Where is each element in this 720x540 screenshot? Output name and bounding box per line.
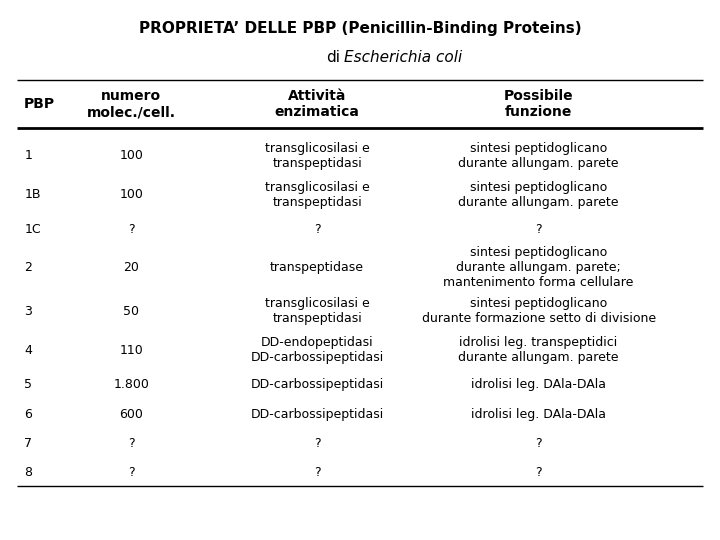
Text: 110: 110 [120,344,143,357]
Text: ?: ? [128,467,135,480]
Text: DD-carbossipeptidasi: DD-carbossipeptidasi [251,408,384,421]
Text: Possibile
funzione: Possibile funzione [504,89,573,119]
Text: Escherichia coli: Escherichia coli [344,50,462,65]
Text: 7: 7 [24,437,32,450]
Text: ?: ? [128,222,135,235]
Text: PBP: PBP [24,97,55,111]
Text: 1B: 1B [24,188,41,201]
Text: sintesi peptidoglicano
durante allungam. parete: sintesi peptidoglicano durante allungam.… [459,181,619,209]
Text: 600: 600 [120,408,143,421]
Text: Attività
enzimatica: Attività enzimatica [275,89,359,119]
Text: ?: ? [535,222,542,235]
Text: 3: 3 [24,305,32,318]
Text: 50: 50 [123,305,140,318]
Text: sintesi peptidoglicano
durante allungam. parete;
mantenimento forma cellulare: sintesi peptidoglicano durante allungam.… [444,246,634,289]
Text: DD-endopeptidasi
DD-carbossipeptidasi: DD-endopeptidasi DD-carbossipeptidasi [251,336,384,365]
Text: 6: 6 [24,408,32,421]
Text: 20: 20 [123,261,139,274]
Text: 1: 1 [24,150,32,163]
Text: di: di [325,50,340,65]
Text: 5: 5 [24,378,32,391]
Text: 100: 100 [120,150,143,163]
Text: ?: ? [128,437,135,450]
Text: sintesi peptidoglicano
durante formazione setto di divisione: sintesi peptidoglicano durante formazion… [421,298,656,326]
Text: 2: 2 [24,261,32,274]
Text: PROPRIETA’ DELLE PBP (Penicillin-Binding Proteins): PROPRIETA’ DELLE PBP (Penicillin-Binding… [139,22,581,37]
Text: 1.800: 1.800 [114,378,149,391]
Text: ?: ? [535,437,542,450]
Text: transglicosilasi e
transpeptidasi: transglicosilasi e transpeptidasi [265,298,369,326]
Text: sintesi peptidoglicano
durante allungam. parete: sintesi peptidoglicano durante allungam.… [459,142,619,170]
Text: ?: ? [535,467,542,480]
Text: transglicosilasi e
transpeptidasi: transglicosilasi e transpeptidasi [265,142,369,170]
Text: 8: 8 [24,467,32,480]
Text: DD-carbossipeptidasi: DD-carbossipeptidasi [251,378,384,391]
Text: numero
molec./cell.: numero molec./cell. [87,89,176,119]
Text: transpeptidase: transpeptidase [270,261,364,274]
Text: 1C: 1C [24,222,41,235]
Text: idrolisi leg. DAla-DAla: idrolisi leg. DAla-DAla [471,408,606,421]
Text: 4: 4 [24,344,32,357]
Text: idrolisi leg. DAla-DAla: idrolisi leg. DAla-DAla [471,378,606,391]
Text: 100: 100 [120,188,143,201]
Text: ?: ? [314,467,320,480]
Text: transglicosilasi e
transpeptidasi: transglicosilasi e transpeptidasi [265,181,369,209]
Text: ?: ? [314,222,320,235]
Text: ?: ? [314,437,320,450]
Text: idrolisi leg. transpeptidici
durante allungam. parete: idrolisi leg. transpeptidici durante all… [459,336,619,365]
